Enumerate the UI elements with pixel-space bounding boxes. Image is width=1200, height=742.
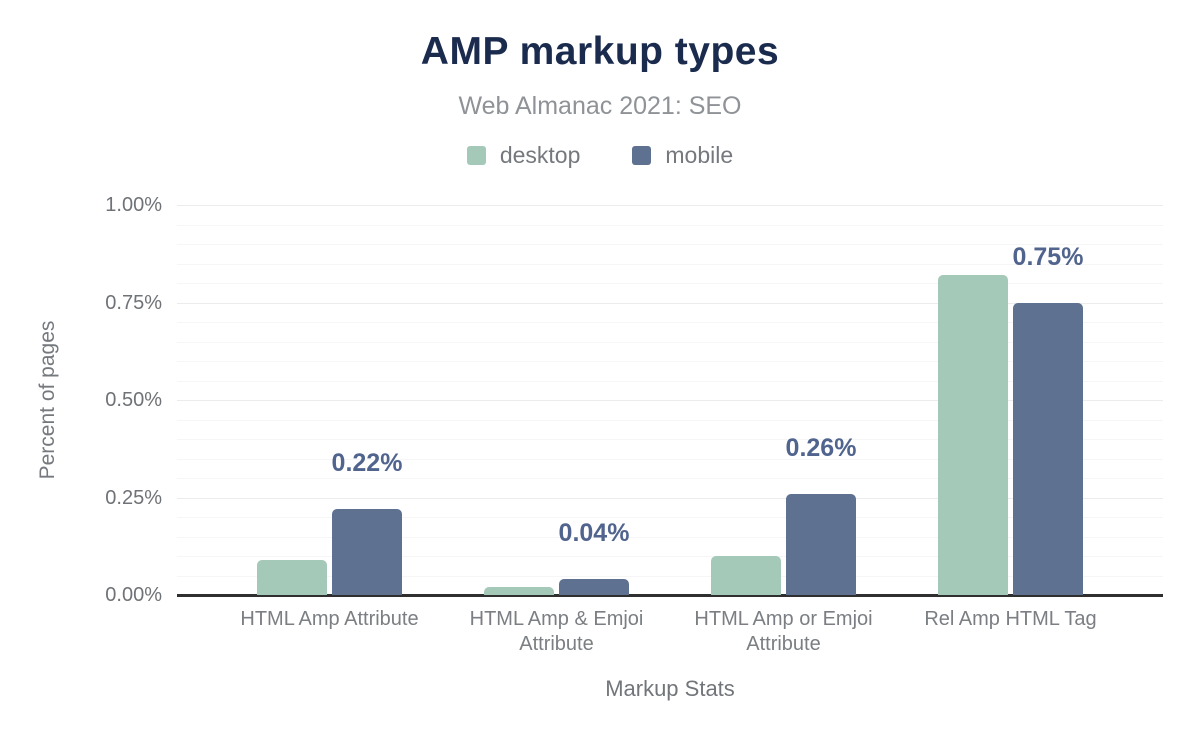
minor-gridline [177,536,1163,538]
minor-gridline [177,419,1163,421]
major-gridline [177,400,1163,401]
x-tick-label: HTML Amp or Emjoi Attribute [694,608,873,655]
major-gridline [177,302,1163,304]
desktop-legend-swatch [466,146,486,165]
y-axis-ticks: 0.00% 0.25% 0.50% 0.75% 1.00% [0,194,162,606]
chart-title: AMP markup types [420,30,780,73]
y-tick-label: 0.50% [105,389,162,411]
legend-label-mobile: mobile [665,142,734,168]
y-tick-label: 0.75% [105,291,162,314]
bar-value-label: 0.22% [331,449,403,478]
bar-value-label: 0.26% [785,433,857,462]
bar-mobile-1 [559,579,629,595]
plot-area: 0.22% HTML Amp Attribute 0.04% HTML Amp & E… [177,205,1163,656]
minor-gridline [177,517,1163,518]
bar-mobile-2 [786,493,856,595]
minor-gridline [177,361,1163,362]
y-tick-label: 0.25% [105,486,162,509]
legend: desktop mobile [0,142,1200,169]
minor-gridline [177,224,1163,226]
x-axis-title: Markup Stats [605,676,735,701]
minor-gridline [177,322,1163,323]
minor-gridline [177,283,1163,284]
minor-gridline [177,478,1163,479]
bar-group-3: 0.75% Rel Amp HTML Tag [924,205,1096,631]
legend-item-mobile: mobile [632,142,733,169]
y-tick-label: 1.00% [105,194,162,216]
minor-gridline [177,556,1163,557]
minor-gridline [177,263,1163,265]
bar-desktop-0 [257,559,327,595]
bar-group-0: 0.22% HTML Amp Attribute [240,205,418,630]
minor-gridline [177,341,1163,343]
major-gridline [177,205,1163,206]
bar-group-1: 0.04% HTML Amp & Emjoi Attribute [470,205,644,655]
minor-gridline [177,458,1163,460]
bar-desktop-1 [484,587,554,595]
mobile-legend-swatch [632,146,652,165]
minor-gridline [177,244,1163,245]
minor-gridline [177,439,1163,440]
x-tick-label: Rel Amp HTML Tag [924,608,1097,630]
bar-mobile-0 [332,509,402,595]
bar-value-label: 0.04% [558,519,630,548]
x-tick-label: HTML Amp Attribute [240,608,419,630]
legend-label-desktop: desktop [499,142,581,168]
bar-group-2: 0.26% HTML Amp or Emjoi Attribute [694,205,872,655]
minor-gridline [177,380,1163,382]
bar-mobile-3 [1013,302,1083,595]
x-axis-line [177,594,1163,597]
minor-gridline [177,575,1163,577]
legend-item-desktop: desktop [466,142,581,169]
bar-value-label: 0.75% [1012,242,1084,271]
major-gridline [177,497,1163,499]
bar-desktop-2 [711,556,781,595]
x-tick-label: HTML Amp & Emjoi Attribute [469,608,644,655]
bar-desktop-3 [938,275,1008,595]
chart-subtitle: Web Almanac 2021: SEO [458,92,742,120]
bar-groups: 0.22% HTML Amp Attribute 0.04% HTML Amp & E… [177,205,1163,656]
y-tick-label: 0.00% [105,584,162,606]
